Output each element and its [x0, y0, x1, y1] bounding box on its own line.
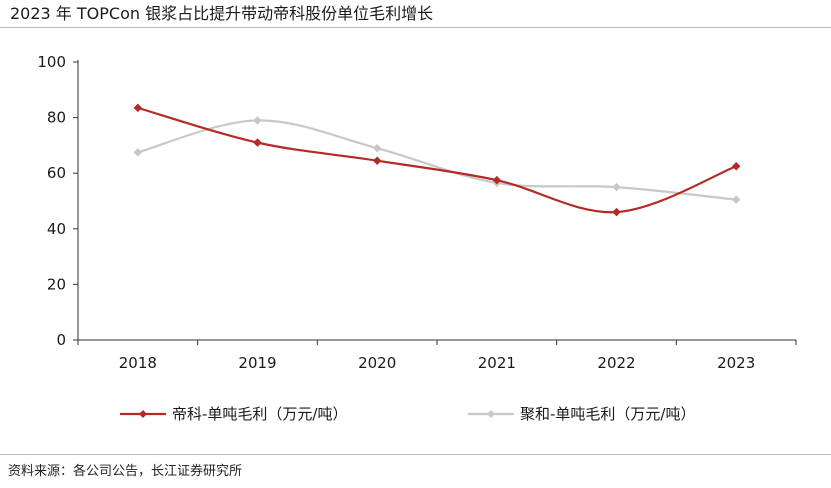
legend-item: 聚和-单吨毛利（万元/吨）: [468, 405, 695, 423]
data-point: [492, 175, 502, 185]
y-tick-label: 40: [47, 220, 66, 238]
series-1: [133, 116, 741, 204]
title-divider: [0, 27, 831, 28]
x-tick-label: 2020: [358, 354, 396, 372]
x-axis-ticks: 2018 2019 2020 2021 2022 2023: [77, 340, 797, 372]
y-axis-ticks: 0 20 40 60 80 100: [37, 53, 78, 349]
data-point: [372, 156, 382, 166]
source-note: 资料来源：各公司公告，长江证券研究所: [8, 464, 243, 479]
x-tick-label: 2018: [119, 354, 157, 372]
y-tick-label: 60: [47, 164, 66, 182]
x-tick-label: 2019: [238, 354, 276, 372]
data-point: [253, 116, 262, 125]
data-point: [372, 143, 382, 153]
legend-swatch-marker: [139, 410, 147, 418]
chart-series: [133, 103, 741, 217]
data-point: [731, 195, 741, 204]
y-tick-label: 100: [37, 53, 66, 71]
y-tick-label: 20: [47, 275, 66, 293]
data-point: [731, 161, 741, 171]
data-point: [133, 103, 143, 113]
x-tick-label: 2022: [597, 354, 635, 372]
chart-axes: [77, 60, 796, 341]
x-tick-label: 2021: [478, 354, 516, 372]
data-point: [612, 182, 621, 192]
legend-item: 帝科-单吨毛利（万元/吨）: [120, 405, 347, 423]
chart-legend: 帝科-单吨毛利（万元/吨） 聚和-单吨毛利（万元/吨）: [120, 405, 695, 423]
data-point: [612, 207, 621, 217]
legend-swatch-marker: [487, 410, 495, 418]
series-line: [137, 106, 737, 214]
data-point: [133, 147, 143, 157]
series-0: [133, 103, 741, 217]
source-divider: [0, 454, 831, 455]
x-tick-label: 2023: [717, 354, 755, 372]
page-title: 2023 年 TOPCon 银浆占比提升带动帝科股份单位毛利增长: [10, 4, 434, 23]
series-line: [137, 119, 737, 201]
y-tick-label: 80: [47, 109, 66, 127]
y-tick-label: 0: [56, 331, 66, 349]
legend-label: 聚和-单吨毛利（万元/吨）: [520, 405, 695, 423]
data-point: [253, 138, 262, 147]
legend-label: 帝科-单吨毛利（万元/吨）: [172, 405, 347, 423]
